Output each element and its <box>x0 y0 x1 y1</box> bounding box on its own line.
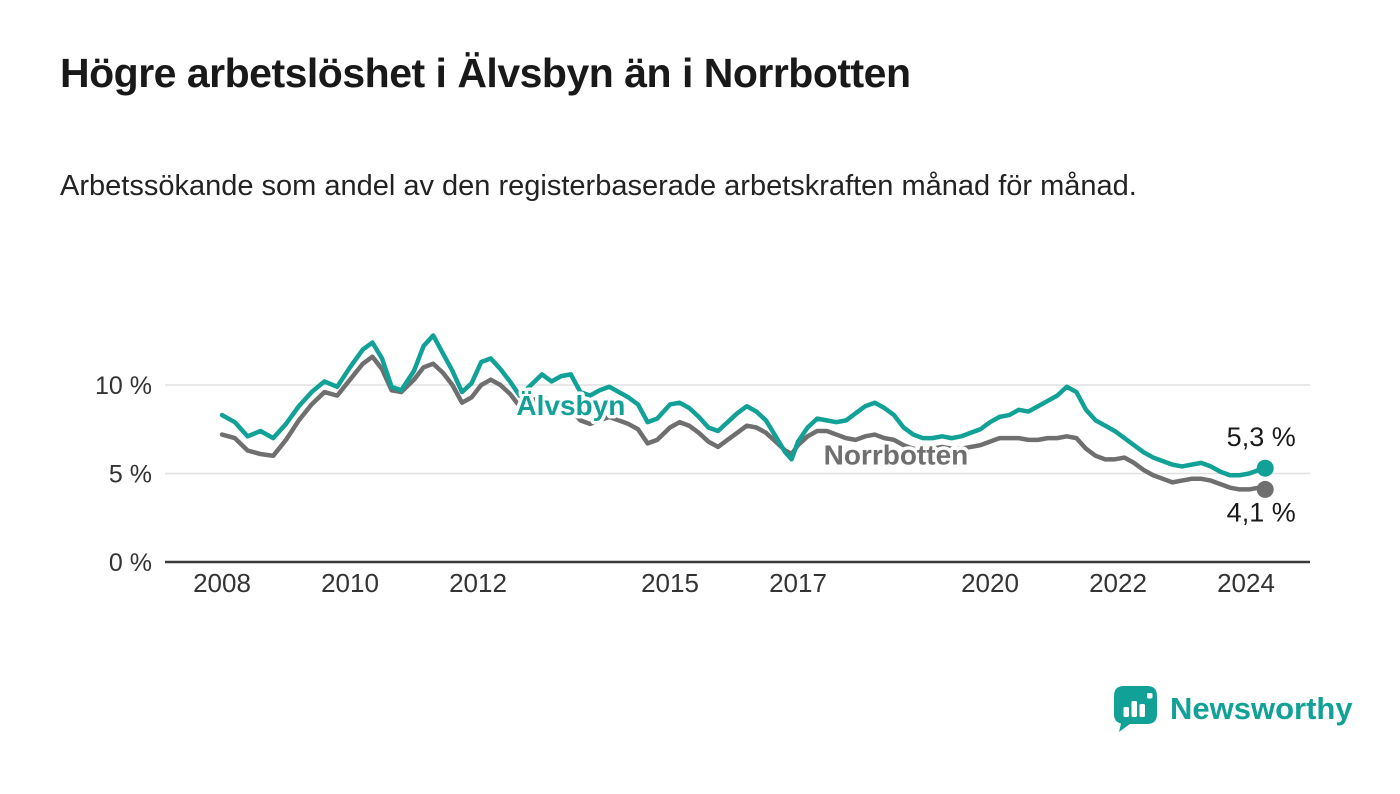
x-tick-label: 2020 <box>961 568 1019 598</box>
x-tick-label: 2010 <box>321 568 379 598</box>
series-end-dot <box>1256 480 1274 498</box>
newsworthy-logo-text: Newsworthy <box>1170 690 1353 726</box>
series-inline-label: Älvsbyn <box>516 390 625 421</box>
x-tick-label: 2012 <box>449 568 507 598</box>
series-end-label: 5,3 % <box>1227 422 1296 452</box>
series-end-label: 4,1 % <box>1227 497 1296 527</box>
series-line-norrbotten <box>219 354 1268 492</box>
x-tick-label: 2017 <box>769 568 827 598</box>
series-end-dot <box>1256 459 1274 477</box>
y-tick-label: 0 % <box>109 549 152 577</box>
x-tick-label: 2008 <box>193 568 251 598</box>
x-tick-label: 2015 <box>641 568 699 598</box>
series-inline-label: Norrbotten <box>824 440 969 471</box>
newsworthy-logo-icon <box>1114 686 1157 732</box>
series-line-älvsbyn <box>219 333 1268 478</box>
chart-subtitle: Arbetssökande som andel av den registerb… <box>60 170 1137 202</box>
y-tick-label: 10 % <box>95 372 152 400</box>
x-tick-label: 2024 <box>1217 568 1275 598</box>
newsworthy-brand: Newsworthy <box>1112 684 1353 733</box>
chart-title: Högre arbetslöshet i Älvsbyn än i Norrbo… <box>60 50 911 96</box>
y-tick-label: 5 % <box>109 461 152 489</box>
x-tick-label: 2022 <box>1089 568 1147 598</box>
unemployment-line-chart: 0 % 5 % 10 % 2008 2010 2012 2015 2017 2020 2022 20… <box>95 333 1310 598</box>
